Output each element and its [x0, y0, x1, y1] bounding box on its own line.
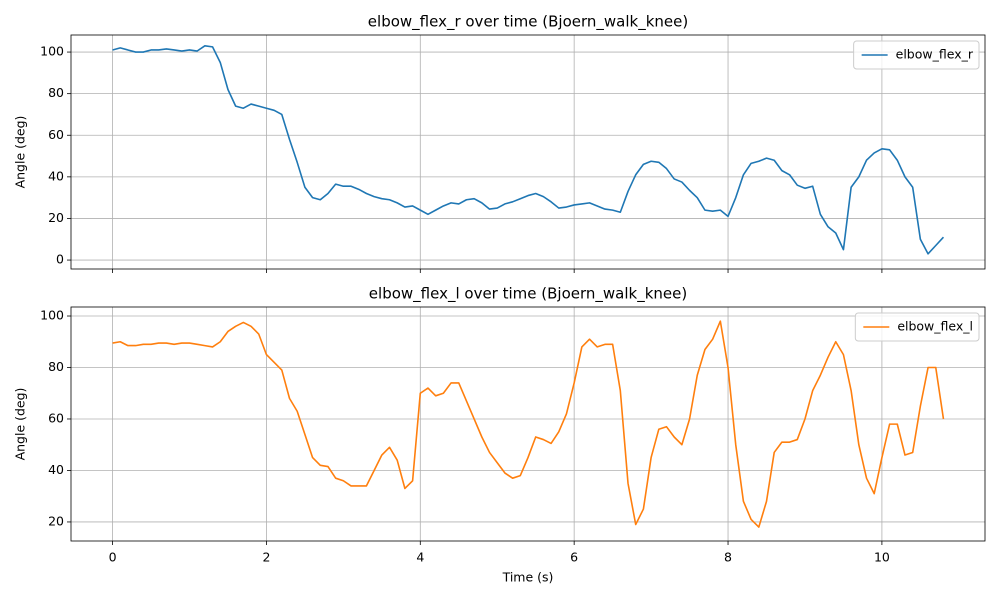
y-tick-label: 20 — [48, 513, 64, 528]
y-tick-label: 100 — [40, 308, 64, 323]
y-tick-label: 60 — [48, 410, 64, 425]
legend: elbow_flex_l — [854, 312, 980, 342]
y-axis-label: Angle (deg) — [13, 388, 28, 461]
y-tick-label: 0 — [56, 252, 64, 267]
x-axis-label: Time (s) — [502, 570, 554, 585]
y-tick-label: 80 — [48, 359, 64, 374]
chart-title: elbow_flex_r over time (Bjoern_walk_knee… — [368, 13, 688, 32]
plot-frame — [70, 306, 986, 542]
y-tick-label: 60 — [48, 127, 64, 142]
data-line — [112, 45, 945, 255]
legend-box — [853, 40, 980, 70]
x-tick-label: 10 — [874, 550, 890, 565]
data-line — [112, 320, 945, 528]
chart-title: elbow_flex_l over time (Bjoern_walk_knee… — [369, 285, 687, 304]
y-tick-label: 40 — [48, 462, 64, 477]
y-tick-label: 100 — [40, 44, 64, 59]
x-tick-label: 6 — [570, 550, 578, 565]
plot-frame — [70, 34, 986, 270]
x-tick-label: 2 — [262, 550, 270, 565]
legend: elbow_flex_r — [853, 40, 980, 70]
legend-box — [854, 312, 980, 342]
legend-label: elbow_flex_r — [896, 47, 974, 62]
x-tick-label: 8 — [724, 550, 732, 565]
x-tick-label: 4 — [416, 550, 424, 565]
x-tick-label: 0 — [109, 550, 117, 565]
legend-label: elbow_flex_l — [897, 319, 973, 334]
y-axis-label: Angle (deg) — [13, 116, 28, 189]
y-tick-label: 20 — [48, 210, 64, 225]
y-tick-label: 80 — [48, 85, 64, 100]
y-tick-label: 40 — [48, 168, 64, 183]
